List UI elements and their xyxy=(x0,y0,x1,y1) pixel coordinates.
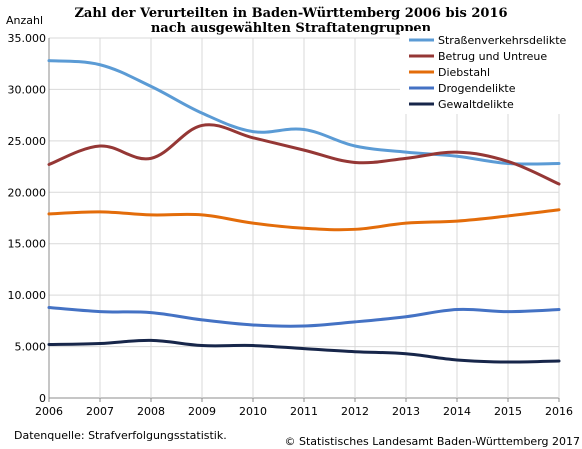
y-tick-label: 15.000 xyxy=(8,238,47,251)
legend: Straßenverkehrsdelikte Betrug und Untreue… xyxy=(400,31,567,114)
x-tick-label: 2011 xyxy=(290,405,318,418)
legend-label-1: Straßenverkehrsdelikte xyxy=(438,34,567,47)
y-axis-ticks: 0 5.000 10.000 15.000 20.000 25.000 30.000 35.0… xyxy=(8,32,47,405)
x-tick-label: 2008 xyxy=(137,405,165,418)
series-line-5 xyxy=(47,338,561,364)
series-line-1 xyxy=(47,59,561,166)
y-tick-label: 30.000 xyxy=(8,83,47,96)
y-tick-label: 20.000 xyxy=(8,186,47,199)
legend-label-2: Betrug und Untreue xyxy=(438,50,547,63)
series-line-2 xyxy=(47,123,561,186)
legend-label-5: Gewaltdelikte xyxy=(438,98,514,111)
x-tick-label: 2012 xyxy=(341,405,369,418)
y-tick-label: 10.000 xyxy=(8,289,47,302)
x-tick-label: 2015 xyxy=(494,405,522,418)
x-tick-label: 2006 xyxy=(35,405,63,418)
x-tick-label: 2009 xyxy=(188,405,216,418)
series-line-3 xyxy=(47,208,561,232)
y-tick-label: 35.000 xyxy=(8,32,47,45)
x-tick-label: 2007 xyxy=(86,405,114,418)
legend-label-3: Diebstahl xyxy=(438,66,490,79)
grid xyxy=(48,37,560,399)
y-tick-label: 5.000 xyxy=(15,341,47,354)
series-lines xyxy=(47,59,561,364)
chart-title: Zahl der Verurteilten in Baden-Württembe… xyxy=(74,6,507,21)
y-axis-label: Anzahl xyxy=(6,14,43,27)
x-tick-label: 2014 xyxy=(443,405,471,418)
copyright-note: © Statistisches Landesamt Baden-Württemb… xyxy=(284,435,580,448)
x-tick-label: 2016 xyxy=(545,405,573,418)
chart-subtitle: nach ausgewählten Straftatengruppen xyxy=(151,21,432,36)
y-tick-label: 0 xyxy=(39,392,46,405)
legend-label-4: Drogendelikte xyxy=(438,82,516,95)
y-tick-label: 25.000 xyxy=(8,135,47,148)
x-axis-ticks: 2006 2007 2008 2009 2010 2011 2012 2013 2014 2015… xyxy=(35,398,573,418)
series-line-4 xyxy=(47,305,561,328)
data-source-note: Datenquelle: Strafverfolgungsstatistik. xyxy=(14,429,227,442)
x-tick-label: 2010 xyxy=(239,405,267,418)
x-tick-label: 2013 xyxy=(392,405,420,418)
